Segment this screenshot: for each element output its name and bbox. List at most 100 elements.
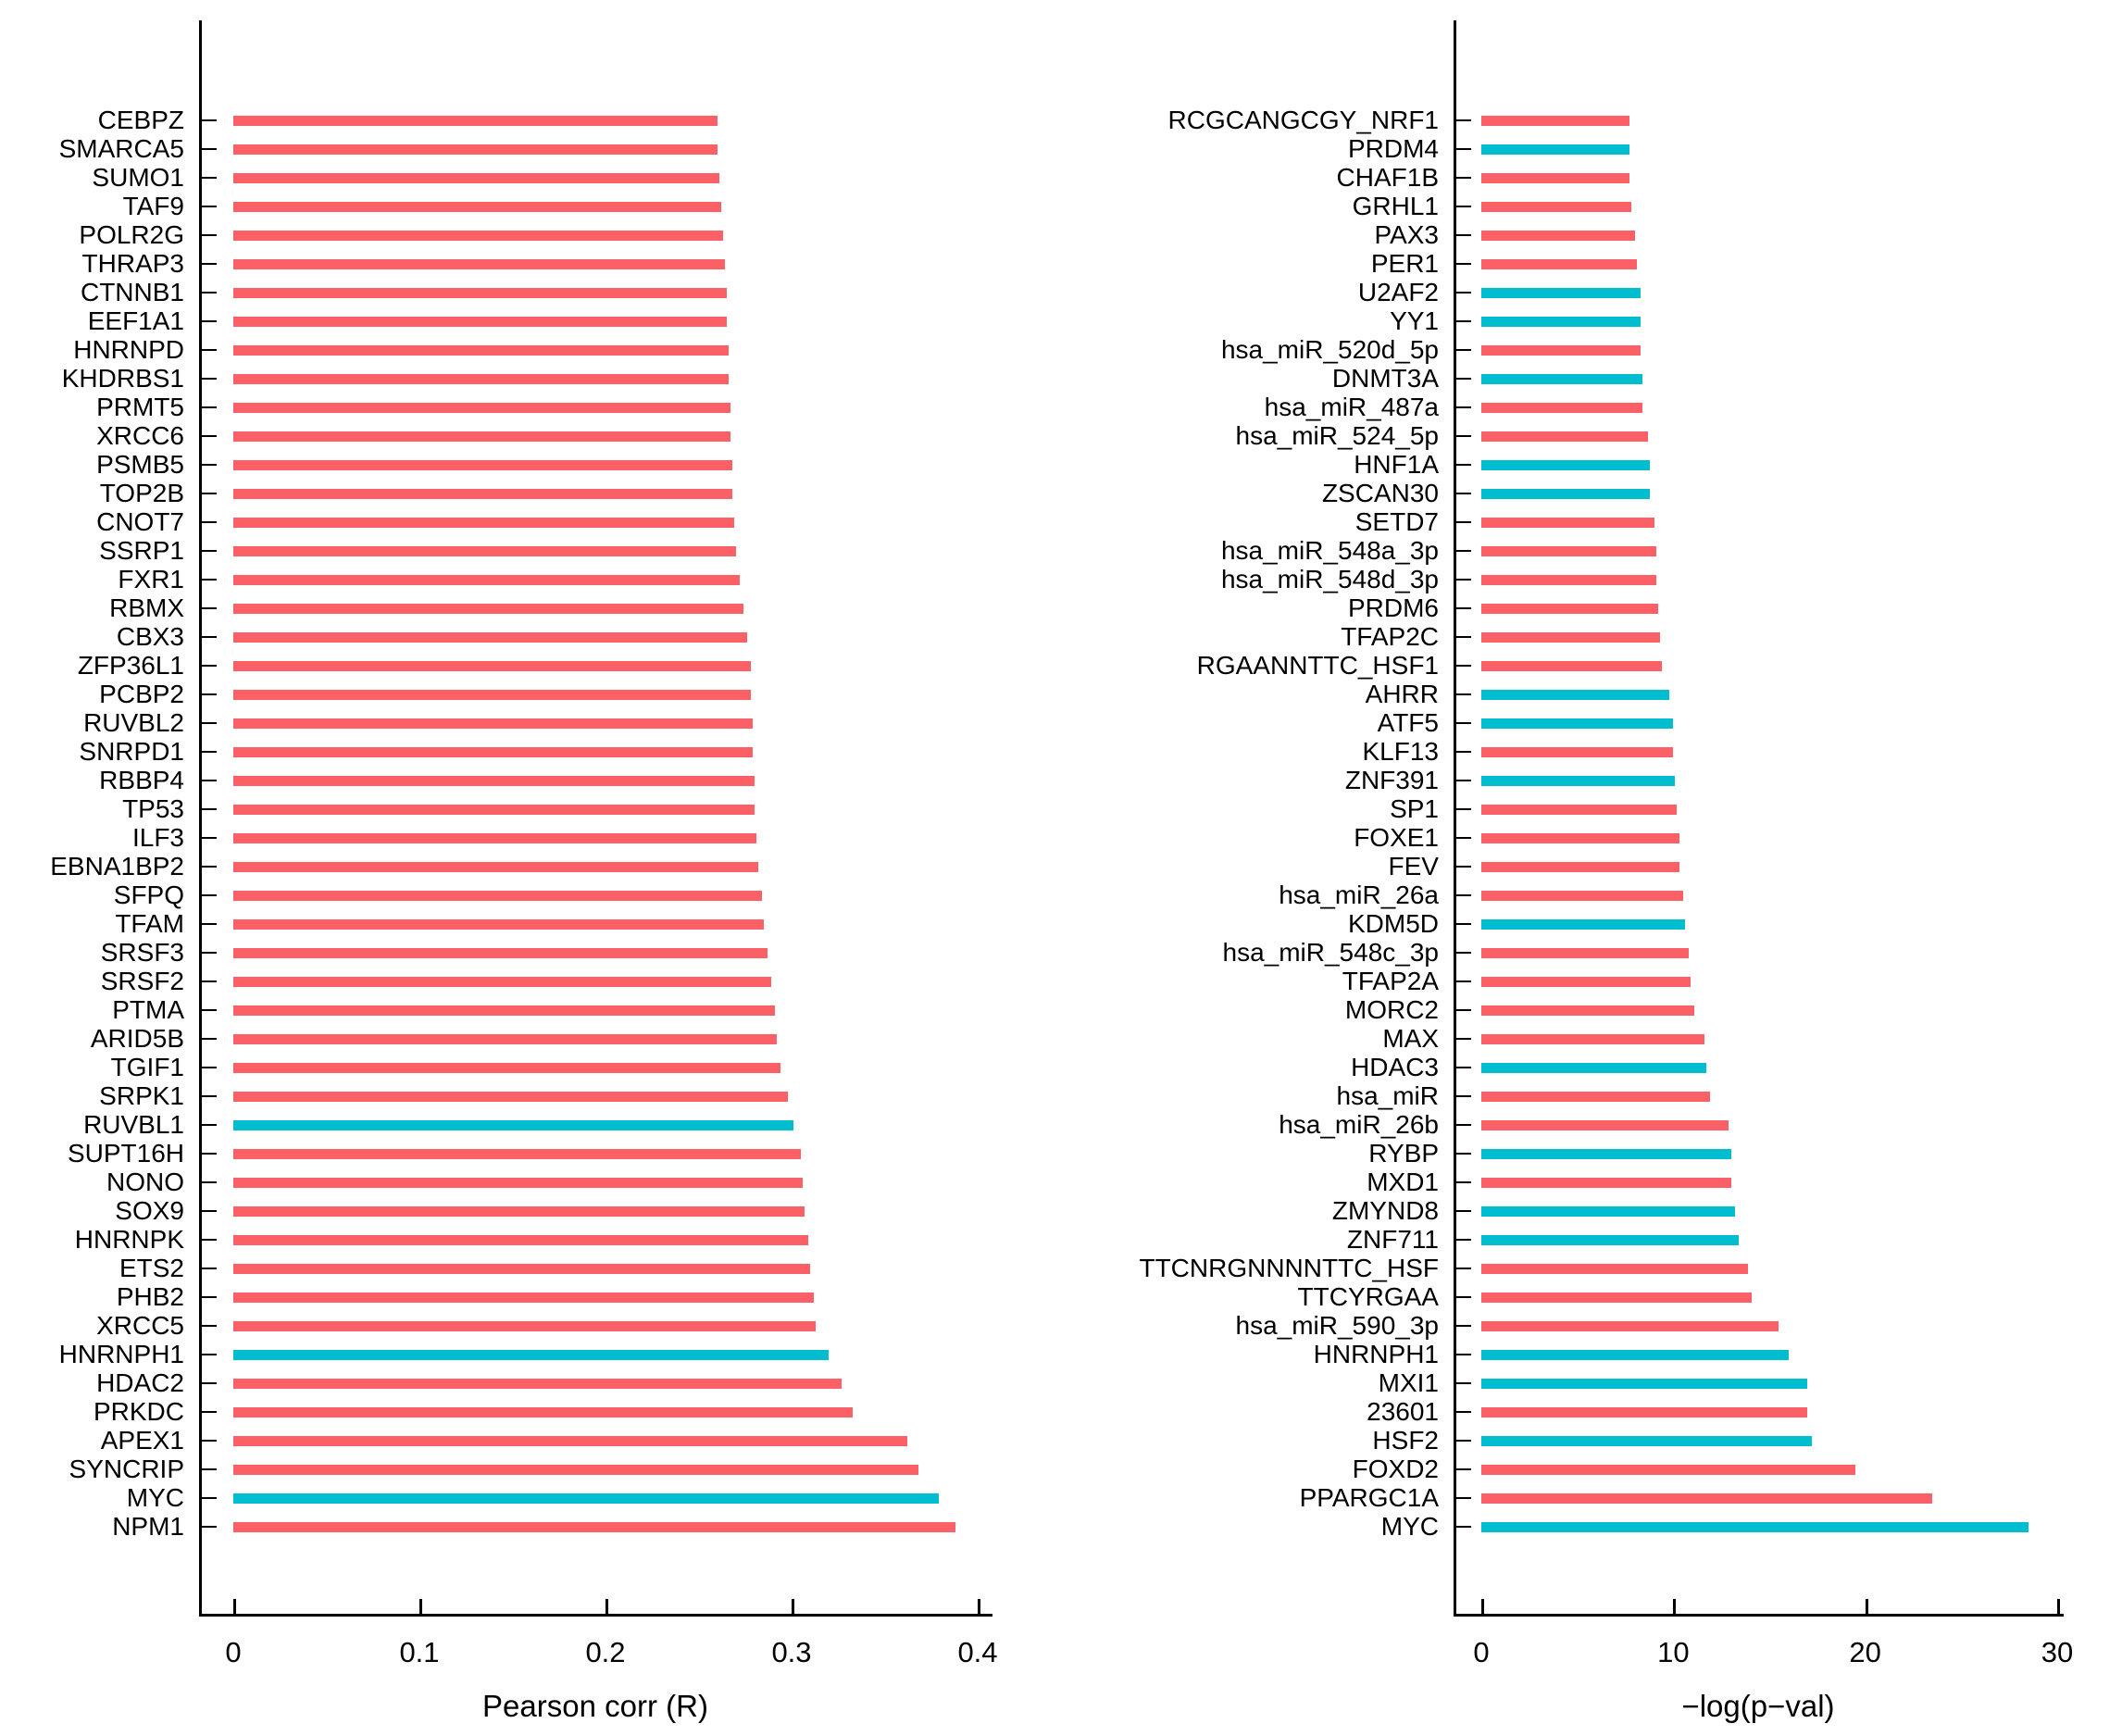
bar [1481, 832, 1679, 843]
bar [1481, 144, 1629, 155]
y-axis-tick [202, 1296, 217, 1298]
y-axis-tick [1456, 1038, 1471, 1040]
x-axis-tick-label: 20 [1849, 1636, 1881, 1668]
y-axis-tick [1456, 722, 1471, 724]
y-axis-label: SRSF2 [100, 967, 184, 995]
y-axis-tick [202, 607, 217, 609]
bar [233, 1292, 815, 1303]
bar [1481, 947, 1689, 958]
y-axis-label: TFAP2C [1341, 622, 1439, 651]
bar [1481, 775, 1676, 786]
bar [233, 1177, 804, 1188]
y-axis-tick [202, 234, 217, 236]
y-axis-label: HSF2 [1372, 1426, 1439, 1455]
bar [233, 517, 734, 528]
bar [233, 1005, 775, 1016]
y-axis-label: hsa_miR_548d_3p [1220, 565, 1439, 593]
y-axis-tick [202, 406, 217, 408]
bar [1481, 1406, 1808, 1418]
bar [1481, 890, 1683, 901]
bar [1481, 1435, 1812, 1446]
x-axis-tick-label: 0.4 [957, 1636, 998, 1668]
y-axis-tick [202, 493, 217, 494]
y-axis-label: XRCC6 [96, 421, 184, 450]
x-axis-tick-label: 0.2 [585, 1636, 626, 1668]
y-axis-label: RBBP4 [99, 766, 184, 794]
bar [1481, 1521, 2028, 1532]
bar [1481, 344, 1641, 356]
y-axis-label: PER1 [1370, 249, 1439, 278]
y-axis-tick [1456, 1067, 1471, 1068]
bar [233, 488, 732, 499]
y-axis-label: SFPQ [113, 880, 184, 909]
bar [1481, 804, 1678, 815]
bar [233, 1119, 793, 1130]
y-axis-label: PHB2 [116, 1282, 184, 1311]
y-axis-tick [1456, 1382, 1471, 1384]
y-axis-label: CNOT7 [96, 507, 184, 536]
y-axis-label: TP53 [122, 794, 184, 823]
x-axis-tick-label: 0 [1473, 1636, 1490, 1668]
y-axis-label: RUVBL2 [83, 708, 184, 737]
y-axis-label: CTNNB1 [80, 278, 184, 306]
y-axis-label: MXD1 [1367, 1168, 1439, 1196]
y-axis-label: ZFP36L1 [77, 651, 184, 680]
x-axis-line [199, 1614, 992, 1617]
bar [1481, 1464, 1856, 1475]
bar [233, 1492, 939, 1504]
y-axis-tick [1456, 1009, 1471, 1011]
y-axis-label: HNRNPH1 [1313, 1340, 1439, 1368]
y-axis-tick [202, 1325, 217, 1327]
bar [233, 1263, 811, 1274]
y-axis-tick [202, 148, 217, 150]
bar [1481, 1263, 1749, 1274]
x-axis-tick [605, 1599, 608, 1614]
x-axis-tick [2056, 1599, 2060, 1614]
y-axis-tick [1456, 1124, 1471, 1126]
bar [233, 545, 736, 556]
y-axis-label: KDM5D [1347, 909, 1439, 938]
y-axis-tick [1456, 320, 1471, 322]
bar [233, 1349, 830, 1360]
y-axis-label: PSMB5 [96, 450, 184, 479]
x-axis-tick-label: 10 [1657, 1636, 1690, 1668]
bar [1481, 603, 1658, 614]
y-axis-label: FOXD2 [1352, 1455, 1439, 1483]
bar [1481, 258, 1637, 269]
y-axis-tick [1456, 148, 1471, 150]
y-axis-tick [1456, 119, 1471, 121]
bar [233, 918, 764, 930]
bar [1481, 631, 1660, 643]
x-axis-tick [1481, 1599, 1484, 1614]
y-axis-label: RYBP [1368, 1139, 1439, 1168]
bar [233, 1148, 802, 1159]
bar [1481, 689, 1670, 700]
y-axis-label: hsa_miR_487a [1264, 393, 1439, 421]
y-axis-label: HNRNPD [73, 335, 184, 364]
bar [1481, 1119, 1729, 1130]
bar [233, 1234, 809, 1245]
y-axis-label: SSRP1 [99, 536, 184, 565]
y-axis-tick [1456, 808, 1471, 810]
bar [233, 976, 771, 987]
y-axis-label: POLR2G [79, 220, 184, 249]
y-axis-label: MORC2 [1344, 995, 1439, 1024]
bar [233, 316, 727, 327]
y-axis-label: HNRNPK [74, 1225, 184, 1254]
y-axis-label: PRDM4 [1347, 134, 1439, 163]
y-axis-tick [1456, 1239, 1471, 1241]
y-axis-tick [1456, 1325, 1471, 1327]
bar [1481, 1378, 1808, 1389]
x-axis-tick [419, 1599, 422, 1614]
y-axis-tick [202, 579, 217, 581]
y-axis-label: EEF1A1 [87, 306, 184, 335]
y-axis-label: XRCC5 [96, 1311, 184, 1340]
y-axis-label: hsa_miR_548a_3p [1220, 536, 1439, 565]
y-axis-tick [202, 1210, 217, 1212]
x-axis-tick-label: 0 [225, 1636, 242, 1668]
y-axis-tick [1456, 1181, 1471, 1183]
bar [1481, 287, 1641, 298]
y-axis-label: TTCYRGAA [1297, 1282, 1439, 1311]
y-axis-tick [202, 1497, 217, 1499]
bar [233, 861, 758, 872]
